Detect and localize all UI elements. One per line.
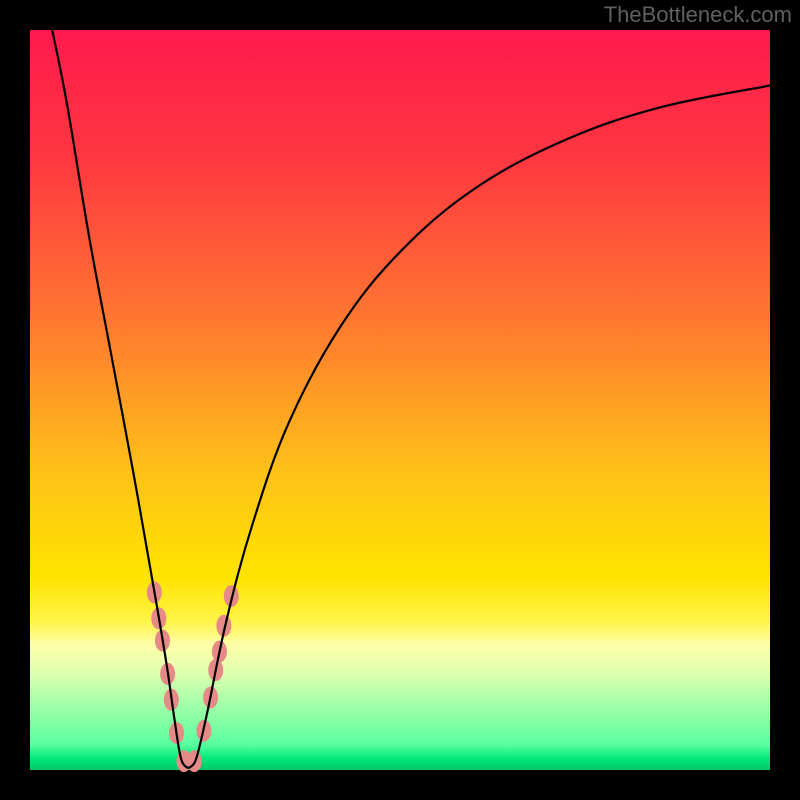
bottleneck-chart — [0, 0, 800, 800]
plot-background — [30, 30, 770, 770]
chart-stage: TheBottleneck.com — [0, 0, 800, 800]
site-attribution: TheBottleneck.com — [604, 2, 792, 28]
